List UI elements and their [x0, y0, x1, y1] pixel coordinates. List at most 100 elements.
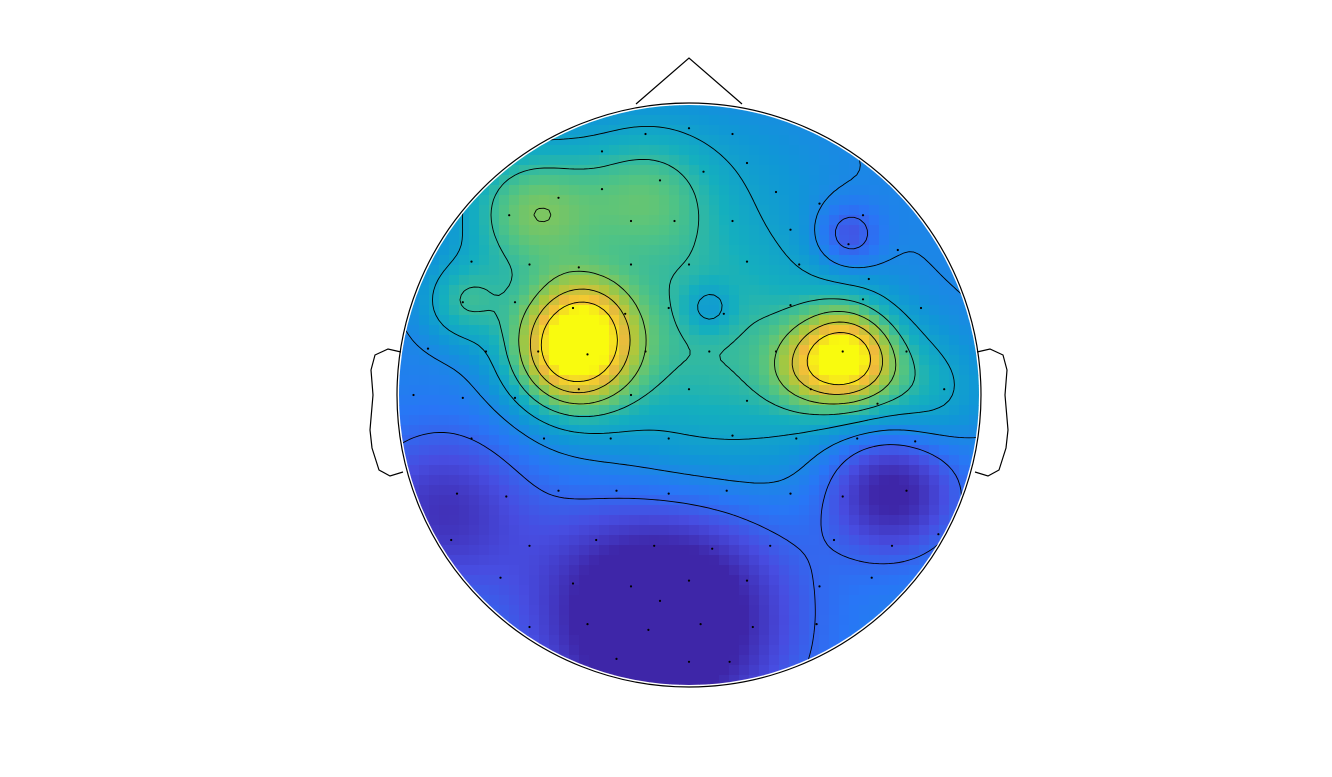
heatmap-cell	[639, 115, 650, 126]
heatmap-cell	[599, 205, 610, 216]
heatmap-cell	[889, 375, 900, 386]
heatmap-cell	[479, 235, 490, 246]
heatmap-cell	[729, 405, 740, 416]
heatmap-cell	[959, 355, 970, 366]
heatmap-cell	[799, 515, 810, 526]
heatmap-cell	[579, 495, 590, 506]
heatmap-cell	[719, 325, 730, 336]
heatmap-cell	[699, 515, 710, 526]
heatmap-cell	[899, 355, 910, 366]
heatmap-cell	[809, 645, 820, 656]
heatmap-cell	[479, 315, 490, 326]
heatmap-cell	[489, 365, 500, 376]
heatmap-cell	[519, 545, 530, 556]
heatmap-cell	[479, 495, 490, 506]
heatmap-cell	[739, 615, 750, 626]
heatmap-cell	[599, 665, 610, 676]
heatmap-cell	[649, 355, 660, 366]
heatmap-cell	[759, 335, 770, 346]
heatmap-cell	[619, 455, 630, 466]
heatmap-cell	[549, 635, 560, 646]
heatmap-cell	[509, 325, 520, 336]
heatmap-cell	[829, 145, 840, 156]
heatmap-cell	[969, 425, 979, 436]
heatmap-cell	[629, 265, 640, 276]
heatmap-cell	[569, 545, 580, 556]
heatmap-cell	[639, 315, 650, 326]
heatmap-cell	[839, 465, 850, 476]
heatmap-cell	[609, 655, 620, 666]
heatmap-cell	[809, 505, 820, 516]
heatmap-cell	[879, 445, 890, 456]
heatmap-cell	[489, 295, 500, 306]
heatmap-cell	[499, 345, 510, 356]
heatmap-cell	[739, 635, 750, 646]
heatmap-cell	[619, 655, 630, 666]
heatmap-cell	[699, 645, 710, 656]
heatmap-cell	[429, 265, 440, 276]
heatmap-cell	[609, 225, 620, 236]
heatmap-cell	[769, 485, 780, 496]
heatmap-cell	[529, 285, 540, 296]
heatmap-cell	[789, 295, 800, 306]
heatmap-cell	[759, 445, 770, 456]
heatmap-cell	[889, 365, 900, 376]
heatmap-cell	[559, 235, 570, 246]
heatmap-cell	[569, 505, 580, 516]
heatmap-cell	[559, 435, 570, 446]
heatmap-cell	[429, 285, 440, 296]
heatmap-cell	[739, 545, 750, 556]
heatmap-cell	[489, 315, 500, 326]
heatmap-cell	[719, 185, 730, 196]
heatmap-cell	[649, 445, 660, 456]
heatmap-cell	[439, 415, 450, 426]
heatmap-cell	[529, 315, 540, 326]
heatmap-cell	[959, 345, 970, 356]
electrode-point	[658, 599, 662, 603]
heatmap-cell	[589, 445, 600, 456]
heatmap-cell	[649, 575, 660, 586]
heatmap-cell	[699, 245, 710, 256]
heatmap-cell	[789, 535, 800, 546]
heatmap-cell	[749, 585, 760, 596]
heatmap-cell	[849, 505, 860, 516]
heatmap-cell	[579, 565, 590, 576]
heatmap-cell	[739, 455, 750, 466]
left-ear-outline	[369, 348, 404, 477]
heatmap-cell	[839, 225, 850, 236]
heatmap-cell	[799, 325, 810, 336]
heatmap-cell	[639, 655, 650, 666]
heatmap-cell	[579, 225, 590, 236]
electrode-point	[513, 301, 517, 304]
heatmap-cell	[789, 565, 800, 576]
heatmap-cell	[469, 195, 480, 206]
heatmap-cell	[529, 235, 540, 246]
heatmap-cell	[939, 275, 950, 286]
heatmap-cell	[769, 615, 780, 626]
heatmap-cell	[669, 415, 680, 426]
heatmap-cell	[859, 615, 870, 626]
heatmap-cell	[769, 665, 780, 676]
heatmap-cell	[849, 405, 860, 416]
heatmap-cell	[869, 405, 880, 416]
heatmap-cell	[739, 345, 750, 356]
heatmap-cell	[789, 465, 800, 476]
heatmap-cell	[789, 215, 800, 226]
heatmap-cell	[709, 525, 720, 536]
heatmap-cell	[709, 545, 720, 556]
heatmap-cell	[439, 545, 450, 556]
heatmap-cell	[639, 375, 650, 386]
heatmap-cell	[729, 355, 740, 366]
heatmap-cell	[589, 125, 600, 136]
heatmap-cell	[679, 485, 690, 496]
heatmap-cell	[459, 405, 470, 416]
heatmap-cell	[809, 575, 820, 586]
heatmap-cell	[659, 615, 670, 626]
heatmap-cell	[819, 215, 830, 226]
heatmap-cell	[859, 195, 870, 206]
heatmap-cell	[729, 435, 740, 446]
electrode-point	[841, 495, 844, 498]
heatmap-cell	[929, 555, 940, 566]
electrode-point	[557, 196, 560, 199]
heatmap-cell	[919, 515, 930, 526]
